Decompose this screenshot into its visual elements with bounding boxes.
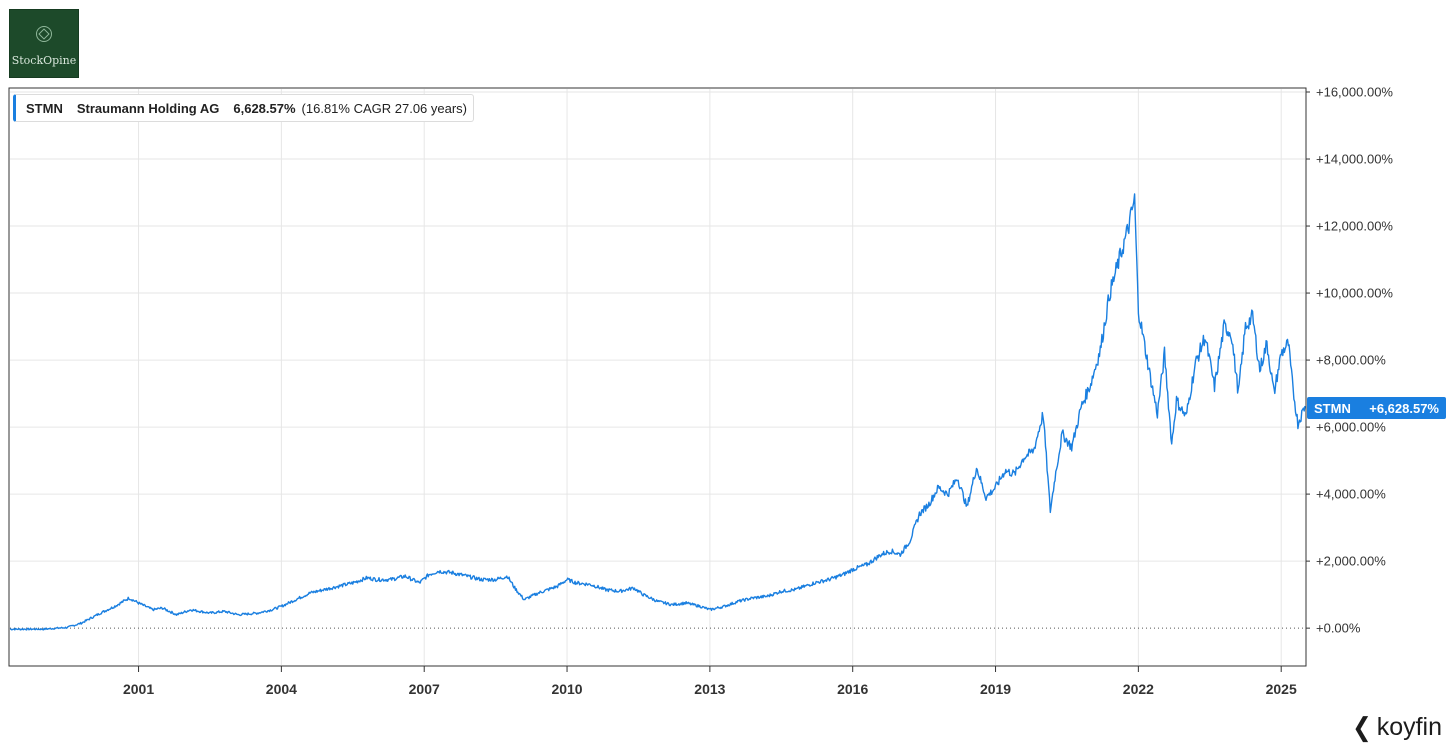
koyfin-wordmark: koyfin: [1376, 713, 1442, 741]
y-tick-label: +14,000.00%: [1316, 152, 1393, 167]
diamond-logo-icon: [36, 26, 52, 42]
x-tick-label: 2004: [266, 681, 297, 697]
stockopine-logo: StockOpine: [9, 9, 79, 78]
x-tick-label: 2025: [1266, 681, 1297, 697]
y-tick-label: +10,000.00%: [1316, 286, 1393, 301]
legend-cagr: (16.81% CAGR 27.06 years): [301, 100, 468, 116]
badge-value: +6,628.57%: [1369, 401, 1439, 416]
x-tick-label: 2010: [551, 681, 582, 697]
y-axis: +0.00% +2,000.00% +4,000.00% +6,000.00% +8,0…: [1306, 85, 1393, 636]
y-tick-label: +6,000.00%: [1316, 420, 1386, 435]
x-tick-label: 2013: [694, 681, 725, 697]
x-tick-label: 2001: [123, 681, 154, 697]
legend-name: Straumann Holding AG: [76, 100, 220, 116]
x-tick-label: 2016: [837, 681, 868, 697]
y-tick-label: +4,000.00%: [1316, 487, 1386, 502]
x-tick-label: 2022: [1123, 681, 1154, 697]
last-value-badge: STMN +6,628.57%: [1307, 397, 1446, 419]
chart-legend: STMN Straumann Holding AG 6,628.57% (16.…: [13, 94, 475, 122]
koyfin-chevron-icon: ❮: [1351, 712, 1372, 742]
y-tick-label: +0.00%: [1316, 621, 1361, 636]
logo-text: StockOpine: [11, 54, 77, 67]
y-tick-label: +12,000.00%: [1316, 219, 1393, 234]
badge-ticker: STMN: [1314, 401, 1351, 416]
x-tick-label: 2019: [980, 681, 1011, 697]
y-tick-label: +8,000.00%: [1316, 353, 1386, 368]
y-tick-label: +16,000.00%: [1316, 85, 1393, 100]
x-tick-label: 2007: [409, 681, 440, 697]
legend-ticker: STMN: [26, 100, 63, 116]
series-line-stmn: [9, 193, 1306, 631]
x-axis: 2001 2004 2007 2010 2013 2016 2019 2022 2025: [123, 666, 1297, 697]
grid-lines: [10, 89, 1305, 665]
legend-return: 6,628.57%: [233, 100, 296, 116]
y-tick-label: +2,000.00%: [1316, 554, 1386, 569]
plot-frame: [8, 87, 1307, 667]
koyfin-watermark: ❮ koyfin: [1351, 712, 1442, 743]
